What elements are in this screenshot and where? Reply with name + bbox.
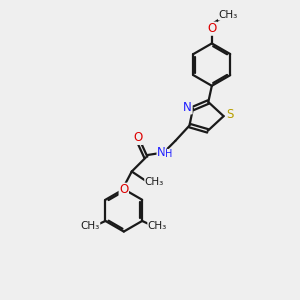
Text: N: N — [157, 146, 166, 159]
Text: CH₃: CH₃ — [148, 221, 167, 231]
Text: CH₃: CH₃ — [145, 177, 164, 187]
Text: N: N — [183, 101, 192, 114]
Text: H: H — [165, 149, 172, 159]
Text: O: O — [207, 22, 217, 35]
Text: S: S — [226, 109, 233, 122]
Text: O: O — [119, 183, 128, 196]
Text: CH₃: CH₃ — [218, 10, 238, 20]
Text: CH₃: CH₃ — [80, 221, 100, 231]
Text: O: O — [133, 131, 142, 144]
